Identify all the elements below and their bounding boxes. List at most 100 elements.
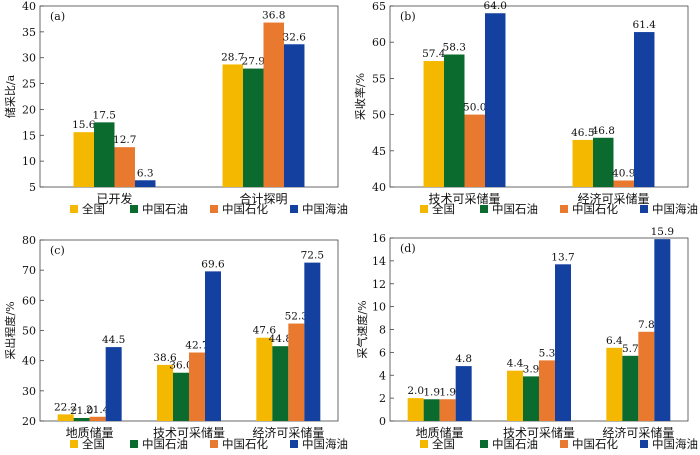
bar [189,352,205,421]
y-tick-label: 25 [22,78,36,91]
bar [606,347,623,421]
bar [423,61,445,187]
bar [288,323,305,421]
y-tick-label: 2 [379,392,386,405]
x-category-label: 合计探明 [239,191,287,206]
chart-panel-a: 5 10 15 20 25 30 35 40 储采比/a (a) 已开发 15.617.5 12.7 6.… [3,0,348,216]
chart-panel-c: 20 30 40 50 60 70 80 采出程度/% (c) 地质储量 22.221.021.4 4… [3,234,348,451]
y-tick-label: 40 [22,0,36,13]
bar-value-label: 7.8 [638,319,655,331]
bar [114,147,135,187]
bar [572,139,594,187]
bar [157,364,173,421]
bar-value-label: 72.5 [301,250,324,262]
plot-frame [389,5,689,188]
bar-value-label: 21.4 [86,404,110,416]
bar [439,399,456,421]
bar [89,416,106,421]
bar [464,114,485,187]
bar [283,44,305,187]
bar-value-label: 50.0 [463,102,486,114]
bar-value-label: 5.3 [539,347,556,359]
x-category-label: 技术可采储量 [503,425,575,440]
x-category-label: 技术可采储量 [153,425,225,440]
legend-label: 中国石化 [572,437,618,451]
y-tick-label: 20 [22,415,36,428]
legend-swatch [420,205,428,213]
legend-swatch [290,440,298,448]
bar [134,180,156,187]
bar-value-label: 5.7 [622,343,639,355]
bar [654,239,671,421]
panel-tag: (a) [50,10,65,23]
bar-value-label: 64.0 [484,0,507,12]
legend-label: 中国石化 [222,202,268,216]
bar [523,376,539,421]
bar [613,180,634,187]
bar-value-label: 36.0 [169,360,192,372]
legend-label: 中国石油 [492,437,538,451]
bar-value-label: 46.8 [592,125,615,137]
bar-value-label: 17.5 [93,109,116,121]
y-tick-label: 55 [372,72,386,85]
y-axis-label: 采出程度/% [3,301,17,359]
y-axis-label: 采收率/% [353,73,367,120]
y-tick-label: 14 [372,255,386,268]
bar-value-label: 40.9 [612,167,635,179]
bar [407,398,424,421]
bar-value-label: 58.3 [443,42,466,54]
x-category-label: 经济可采储量 [577,191,649,206]
bar-value-label: 57.4 [422,48,446,60]
y-tick-label: 16 [372,232,386,245]
legend-swatch [130,440,138,448]
x-category-label: 地质储量 [416,425,464,440]
legend-swatch [640,205,648,213]
legend-label: 中国石化 [572,202,618,216]
legend-swatch [560,205,568,213]
bar [205,271,221,421]
bar [222,64,244,187]
panel-tag: (c) [50,244,65,257]
y-tick-label: 60 [22,294,36,307]
bar-value-label: 1.9 [423,386,440,398]
chart-panel-b: 40 45 50 55 60 65 采收率/% (b) 技术可采储量 57.458.3 50.0 64… [353,0,698,216]
bar-value-label: 42.7 [185,340,208,352]
bar [304,262,321,421]
y-tick-label: 70 [22,264,36,277]
y-tick-label: 80 [22,234,36,247]
x-category-label: 已开发 [96,191,132,206]
legend-label: 中国海油 [652,202,698,216]
bar [455,366,472,421]
bar-value-label: 1.9 [439,386,456,398]
bar-value-label: 2.0 [407,385,424,397]
bar-value-label: 6.4 [606,335,623,347]
bar [507,370,523,421]
bar [173,372,189,421]
bar [243,68,264,187]
panel-tag: (b) [400,10,416,23]
bar [105,347,122,421]
bar-value-label: 22.2 [54,401,77,413]
bar-value-label: 44.8 [269,333,292,345]
bar-value-label: 36.8 [262,10,285,22]
legend-swatch [210,440,218,448]
bar [423,399,440,421]
y-tick-label: 30 [22,385,36,398]
y-axis-label: 储采比/a [3,74,17,118]
bar [444,54,465,188]
bar [484,13,506,187]
bar-value-label: 32.6 [283,31,307,43]
bar-value-label: 15.6 [72,119,96,131]
bar [263,22,284,188]
panel-tag: (d) [400,242,416,255]
bar-value-label: 4.4 [507,358,524,370]
bar [57,414,74,421]
x-category-label: 地质储量 [66,425,114,440]
bar-value-label: 28.7 [221,51,244,63]
y-tick-label: 60 [372,36,386,49]
bar [593,137,614,187]
bar-value-label: 38.6 [153,352,177,364]
bar [622,355,639,421]
plot-frame [39,5,339,188]
bar-value-label: 47.6 [253,325,277,337]
